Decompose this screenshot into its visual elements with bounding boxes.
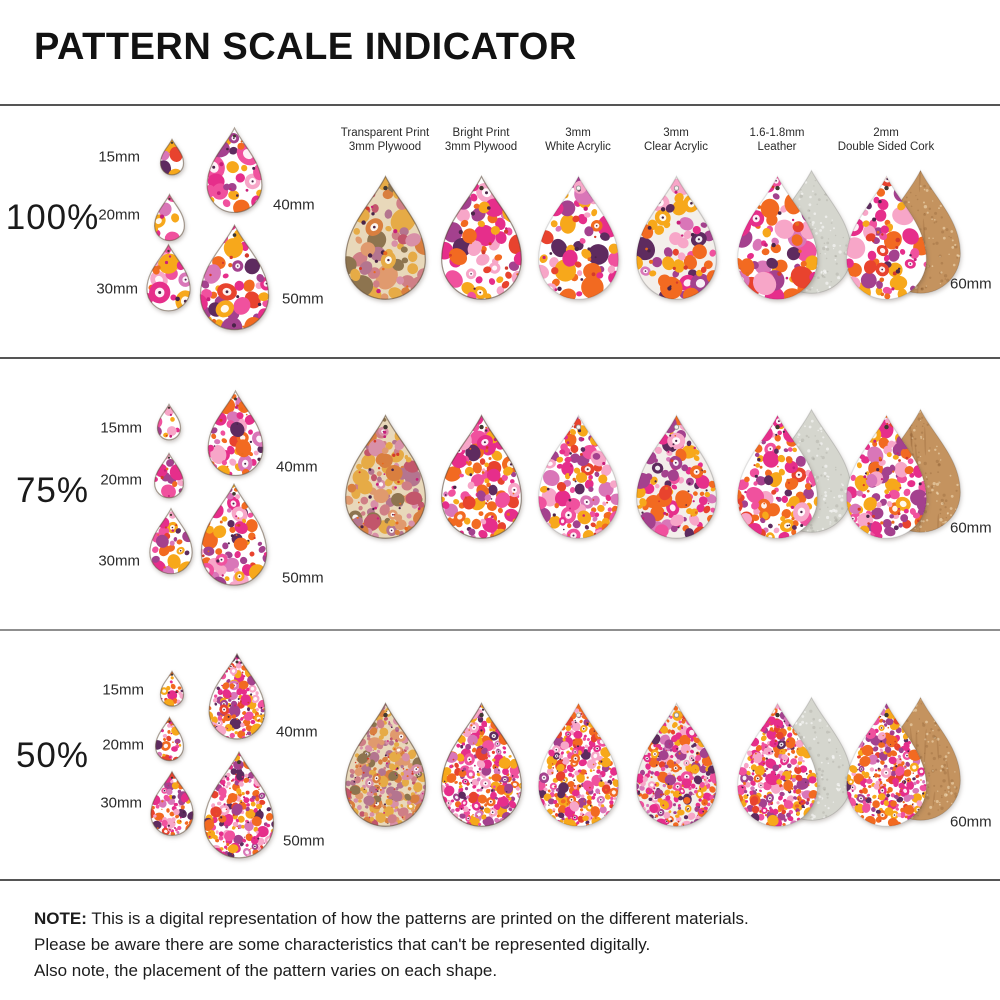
teardrop-15mm-preview xyxy=(156,403,182,441)
scale-label-50: 50% xyxy=(15,736,90,775)
teardrop-60mm-clear-acrylic xyxy=(635,702,717,827)
size-label-15mm: 15mm xyxy=(98,148,140,166)
size-label-20mm: 20mm xyxy=(98,206,140,224)
teardrop-40mm-preview xyxy=(207,389,264,477)
size-label-30mm: 30mm xyxy=(98,552,140,570)
material-header-line: 3mm xyxy=(663,127,689,139)
material-header-white-acrylic: 3mm White Acrylic xyxy=(513,126,643,154)
teardrop-50mm-preview xyxy=(203,750,275,859)
material-header-line: 1.6-1.8mm xyxy=(749,127,805,139)
teardrop-30mm-preview xyxy=(150,770,194,836)
material-header-line: Leather xyxy=(757,141,797,153)
row-separator-3 xyxy=(0,629,1000,631)
material-header-clear-acrylic: 3mm Clear Acrylic xyxy=(611,126,741,154)
teardrop-50mm-preview xyxy=(200,482,268,586)
teardrop-20mm-preview xyxy=(154,193,185,242)
material-header-line: White Acrylic xyxy=(545,141,611,153)
material-header-bright-plywood: Bright Print 3mm Plywood xyxy=(416,126,546,154)
teardrop-15mm-preview xyxy=(159,138,185,176)
size-label-60mm: 60mm xyxy=(950,275,992,293)
size-label-15mm: 15mm xyxy=(100,419,142,437)
teardrop-40mm-preview xyxy=(206,126,263,214)
material-header-line: 3mm Plywood xyxy=(348,141,422,153)
material-header-line: Clear Acrylic xyxy=(644,141,708,153)
teardrop-60mm-leather xyxy=(736,702,818,827)
note-line-3: Also note, the placement of the pattern … xyxy=(34,961,498,980)
row-separator-2 xyxy=(0,357,1000,359)
material-header-line: Transparent Print xyxy=(340,127,430,139)
teardrop-60mm-white-acrylic xyxy=(537,414,619,539)
size-label-40mm: 40mm xyxy=(273,196,315,214)
teardrop-20mm-preview xyxy=(154,716,185,762)
material-header-line: Bright Print xyxy=(452,127,510,139)
scale-label-75: 75% xyxy=(15,471,90,510)
row-separator-1 xyxy=(0,104,1000,106)
size-label-40mm: 40mm xyxy=(276,458,318,476)
teardrop-60mm-white-acrylic xyxy=(537,175,619,300)
teardrop-30mm-preview xyxy=(149,507,193,575)
material-header-leather: 1.6-1.8mm Leather xyxy=(712,126,842,154)
teardrop-60mm-leather xyxy=(736,175,818,300)
size-label-20mm: 20mm xyxy=(100,471,142,489)
teardrop-60mm-transparent-plywood xyxy=(344,175,426,300)
material-header-line: 2mm xyxy=(873,127,899,139)
teardrop-60mm-clear-acrylic xyxy=(635,414,717,539)
note-line-2: Please be aware there are some character… xyxy=(34,935,651,954)
size-label-60mm: 60mm xyxy=(950,813,992,831)
teardrop-60mm-cork xyxy=(845,175,927,300)
teardrop-60mm-bright-plywood xyxy=(440,175,522,300)
material-header-transparent-plywood: Transparent Print 3mm Plywood xyxy=(320,126,450,154)
size-label-60mm: 60mm xyxy=(950,519,992,537)
teardrop-15mm-preview xyxy=(159,670,185,707)
material-header-line: 3mm xyxy=(565,127,591,139)
teardrop-30mm-preview xyxy=(146,243,191,312)
scale-label-100: 100% xyxy=(5,198,100,237)
teardrop-60mm-cork xyxy=(845,414,927,539)
note-block: NOTE: This is a digital representation o… xyxy=(34,906,749,984)
teardrop-60mm-transparent-plywood xyxy=(344,414,426,539)
row-separator-4 xyxy=(0,879,1000,881)
size-label-50mm: 50mm xyxy=(283,832,325,850)
note-line-1: NOTE: This is a digital representation o… xyxy=(34,909,749,928)
size-label-50mm: 50mm xyxy=(282,569,324,587)
page-title: PATTERN SCALE INDICATOR xyxy=(34,26,577,68)
teardrop-60mm-bright-plywood xyxy=(440,414,522,539)
size-label-30mm: 30mm xyxy=(96,280,138,298)
material-header-cork: 2mm Double Sided Cork xyxy=(821,126,951,154)
teardrop-50mm-preview xyxy=(199,223,270,331)
material-header-line: Double Sided Cork xyxy=(837,141,935,153)
teardrop-60mm-transparent-plywood xyxy=(344,702,426,827)
note-label: NOTE: xyxy=(34,909,87,928)
teardrop-60mm-cork xyxy=(845,702,927,827)
teardrop-60mm-bright-plywood xyxy=(440,702,522,827)
teardrop-60mm-clear-acrylic xyxy=(635,175,717,300)
size-label-20mm: 20mm xyxy=(102,736,144,754)
teardrop-60mm-white-acrylic xyxy=(537,702,619,827)
teardrop-40mm-preview xyxy=(208,652,266,740)
teardrop-20mm-preview xyxy=(153,452,185,499)
teardrop-60mm-leather xyxy=(736,414,818,539)
material-header-line: 3mm Plywood xyxy=(444,141,518,153)
size-label-30mm: 30mm xyxy=(100,794,142,812)
size-label-40mm: 40mm xyxy=(276,723,318,741)
size-label-15mm: 15mm xyxy=(102,681,144,699)
size-label-50mm: 50mm xyxy=(282,290,324,308)
